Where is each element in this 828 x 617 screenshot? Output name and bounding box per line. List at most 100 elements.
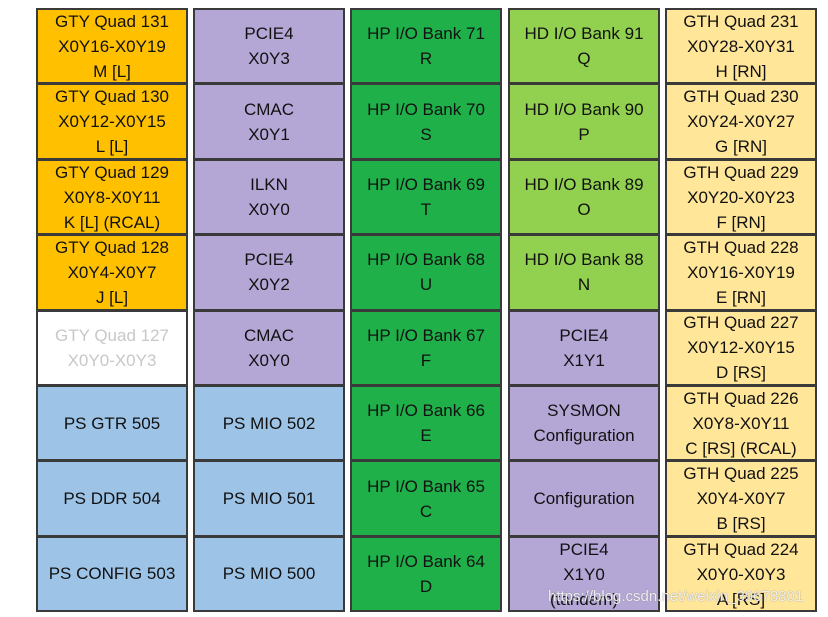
bank-cell: GTY Quad 128 X0Y4-X0Y7 J [L] (36, 234, 188, 311)
cell-text: HP I/O Bank 65 (367, 476, 485, 496)
cell-text: PS DDR 504 (63, 489, 161, 509)
bank-cell: GTY Quad 130 X0Y12-X0Y15 L [L] (36, 83, 188, 160)
cell-text: PCIE4 (559, 539, 609, 559)
cell-text: Configuration (533, 489, 635, 509)
cell-text: F (420, 350, 432, 370)
bank-cell: GTH Quad 224 X0Y0-X0Y3 A [RS] (665, 535, 817, 613)
cell-text: X0Y3 (248, 49, 290, 69)
cell-text: D (419, 576, 433, 596)
cell-text: PCIE4 (244, 24, 294, 44)
cell-text: ILKN (250, 174, 288, 194)
cell-text: X0Y0-X0Y3 (696, 564, 786, 584)
bank-cell: CMAC X0Y1 (193, 83, 345, 160)
bank-cell: GTH Quad 225 X0Y4-X0Y7 B [RS] (665, 460, 817, 537)
bank-cell: PS CONFIG 503 (36, 535, 188, 613)
cell-text: D [RS] (715, 363, 767, 383)
cell-text: X0Y4-X0Y7 (67, 262, 157, 282)
bank-cell: GTY Quad 129 X0Y8-X0Y11 K [L] (RCAL) (36, 158, 188, 236)
bank-cell: GTH Quad 226 X0Y8-X0Y11 C [RS] (RCAL) (665, 385, 817, 462)
bank-cell: CMAC X0Y0 (193, 309, 345, 386)
cell-text: X0Y0 (248, 199, 290, 219)
bank-cell: HP I/O Bank 65 C (350, 460, 502, 537)
cell-text: PS MIO 500 (222, 564, 316, 584)
bank-cell: GTH Quad 231 X0Y28-X0Y31 H [RN] (665, 8, 817, 85)
cell-text: HD I/O Bank 90 (524, 99, 644, 119)
cell-text: O (577, 199, 591, 219)
cell-text: GTY Quad 128 (54, 237, 170, 257)
bank-cell: Configuration (508, 460, 660, 537)
cell-text: X1Y0 (563, 564, 605, 584)
cell-text: X0Y1 (248, 124, 290, 144)
cell-text: N (577, 275, 591, 295)
cell-text: GTH Quad 231 (683, 11, 799, 31)
cell-text: M [L] (93, 61, 131, 81)
bank-cell: HD I/O Bank 88 N (508, 234, 660, 311)
cell-text: E [RN] (715, 287, 767, 307)
cell-text: S (420, 124, 432, 144)
cell-text: K [L] (RCAL) (63, 212, 161, 232)
cell-text: X0Y20-X0Y23 (687, 187, 795, 207)
cell-text: GTH Quad 228 (683, 237, 799, 257)
bank-cell: PS MIO 501 (193, 460, 345, 537)
cell-text: PCIE4 (244, 250, 294, 270)
bank-cell: HP I/O Bank 66 E (350, 385, 502, 462)
cell-text: HP I/O Bank 68 (367, 250, 485, 270)
cell-text: GTH Quad 224 (683, 539, 799, 559)
bank-cell: HP I/O Bank 70 S (350, 83, 502, 160)
bank-cell: PCIE4 X1Y1 (508, 309, 660, 386)
bank-cell: HP I/O Bank 69 T (350, 158, 502, 236)
cell-text: GTY Quad 129 (54, 162, 170, 182)
cell-text: X0Y24-X0Y27 (687, 112, 795, 132)
cell-text: X0Y2 (248, 275, 290, 295)
watermark: https://blog.csdn.net/weixin_39678801 (548, 588, 804, 605)
cell-text: CMAC (243, 99, 295, 119)
cell-text: X0Y4-X0Y7 (696, 489, 786, 509)
bank-cell: SYSMON Configuration (508, 385, 660, 462)
cell-text: Configuration (533, 426, 635, 446)
cell-text: PCIE4 (559, 325, 609, 345)
cell-text: A [RS] (716, 589, 766, 609)
cell-text: T (420, 199, 432, 219)
cell-text: X0Y0-X0Y3 (67, 350, 157, 370)
cell-text: X1Y1 (563, 350, 605, 370)
cell-text: GTH Quad 229 (683, 162, 799, 182)
bank-cell: PS DDR 504 (36, 460, 188, 537)
cell-text: X0Y16-X0Y19 (687, 262, 795, 282)
bank-cell: ILKN X0Y0 (193, 158, 345, 236)
cell-text: HD I/O Bank 91 (524, 24, 644, 44)
cell-text: E (420, 426, 432, 446)
cell-text: GTY Quad 131 (54, 11, 170, 31)
cell-text: GTH Quad 225 (683, 464, 799, 484)
cell-text: U (419, 275, 433, 295)
bank-cell: PS MIO 502 (193, 385, 345, 462)
bank-cell: PCIE4 X1Y0 (tandem) (508, 535, 660, 613)
bank-cell: GTH Quad 228 X0Y16-X0Y19 E [RN] (665, 234, 817, 311)
cell-text: PS MIO 502 (222, 413, 316, 433)
cell-text: HP I/O Bank 64 (367, 551, 485, 571)
cell-text: X0Y8-X0Y11 (63, 187, 161, 207)
cell-text: PS GTR 505 (63, 413, 161, 433)
cell-text: HP I/O Bank 71 (367, 24, 485, 44)
bank-cell: HD I/O Bank 89 O (508, 158, 660, 236)
bank-cell: PS MIO 500 (193, 535, 345, 613)
bank-cell: HP I/O Bank 71 R (350, 8, 502, 85)
cell-text: G [RN] (715, 137, 767, 157)
cell-text: GTH Quad 230 (683, 87, 799, 107)
bank-cell: HP I/O Bank 67 F (350, 309, 502, 386)
cell-text: H [RN] (715, 61, 767, 81)
bank-cell: PS GTR 505 (36, 385, 188, 462)
cell-text: GTH Quad 226 (683, 388, 799, 408)
bank-cell: GTH Quad 230 X0Y24-X0Y27 G [RN] (665, 83, 817, 160)
bank-cell: GTH Quad 227 X0Y12-X0Y15 D [RS] (665, 309, 817, 386)
cell-text: Q (577, 49, 591, 69)
cell-text: PS MIO 501 (222, 489, 316, 509)
cell-text: X0Y12-X0Y15 (687, 338, 795, 358)
cell-text: GTY Quad 127 (54, 325, 170, 345)
bank-cell: PCIE4 X0Y2 (193, 234, 345, 311)
cell-text: L [L] (95, 137, 129, 157)
bank-cell: PCIE4 X0Y3 (193, 8, 345, 85)
cell-text: F [RN] (716, 212, 766, 232)
cell-text: GTH Quad 227 (683, 313, 799, 333)
cell-text: J [L] (95, 287, 129, 307)
